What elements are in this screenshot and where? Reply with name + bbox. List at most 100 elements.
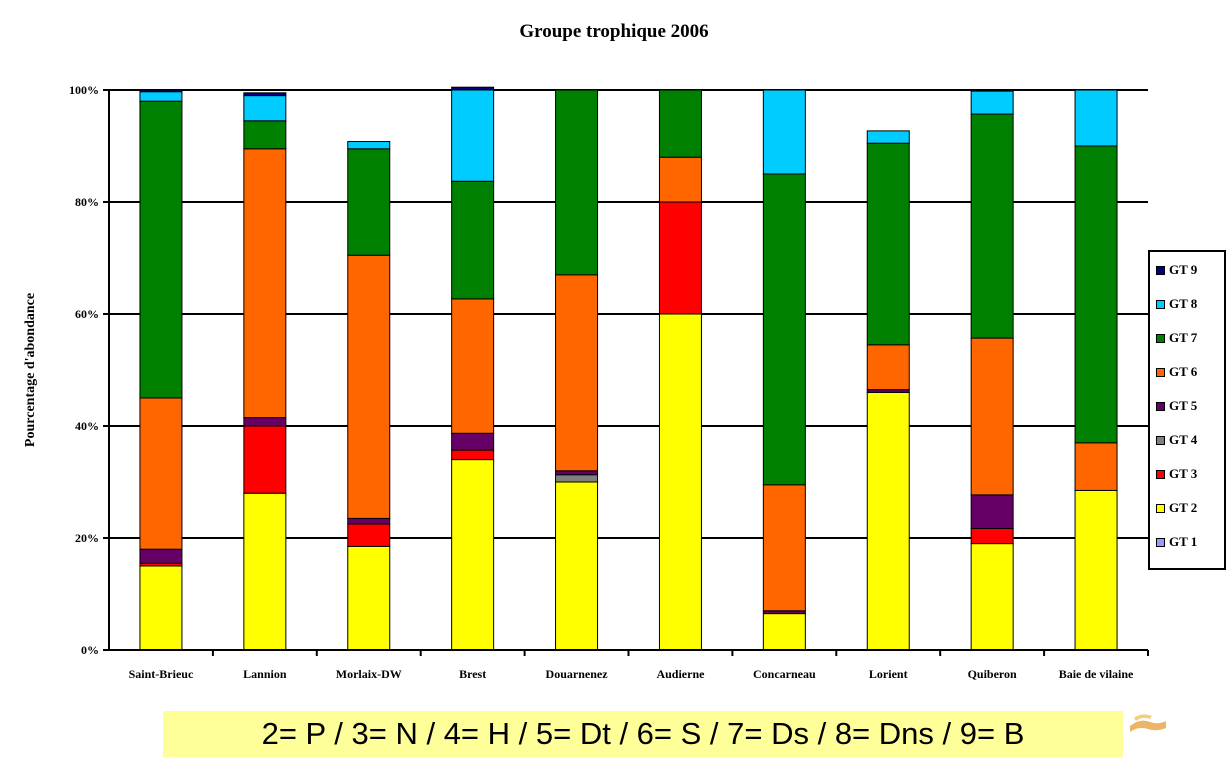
y-tick-label: 40%	[75, 419, 99, 433]
bar-segment	[970, 494, 1014, 529]
legend-label: GT 9	[1169, 262, 1198, 277]
bar-segment	[451, 459, 495, 651]
bar-segment	[243, 95, 287, 122]
legend-item: GT 8	[1156, 294, 1197, 314]
stacked-bar	[762, 89, 806, 651]
bar-segment	[970, 90, 1014, 115]
bar-segment	[139, 100, 183, 399]
bar-segment	[243, 425, 287, 494]
bar-segment	[866, 130, 910, 144]
x-tick-label: Saint-Brieuc	[129, 667, 194, 681]
legend-swatch	[1156, 299, 1165, 309]
y-tick-label: 80%	[75, 195, 99, 209]
legend-item: GT 3	[1156, 464, 1197, 484]
bar-segment	[555, 89, 599, 276]
bar-segment	[1074, 442, 1118, 491]
legend-label: GT 3	[1169, 466, 1198, 481]
bar-segment	[970, 543, 1014, 651]
legend-label: GT 1	[1169, 534, 1198, 549]
bar-segment	[451, 86, 495, 91]
bars	[139, 86, 1118, 651]
x-tick-label: Audierne	[656, 667, 705, 681]
x-tick-label: Douarnenez	[546, 667, 609, 681]
bar-segment	[866, 344, 910, 391]
legend-item: GT 2	[1156, 498, 1197, 518]
legend-label: GT 4	[1169, 432, 1198, 447]
y-tick-label: 100%	[69, 83, 99, 97]
legend-item: GT 9	[1156, 260, 1197, 280]
stacked-bar	[139, 89, 183, 651]
legend-caption: 2= P / 3= N / 4= H / 5= Dt / 6= S / 7= D…	[163, 711, 1123, 757]
bar-segment	[762, 173, 806, 486]
x-tick-label: Morlaix-DW	[336, 667, 402, 681]
bar-segment	[347, 545, 391, 651]
legend-label: GT 2	[1169, 500, 1198, 515]
bar-segment	[658, 313, 702, 651]
x-tick-label: Lorient	[869, 667, 908, 681]
bar-segment	[243, 120, 287, 150]
bar-segment	[243, 148, 287, 419]
bar-segment	[866, 142, 910, 346]
x-tick-label: Lannion	[243, 667, 287, 681]
y-tick-label: 0%	[81, 643, 99, 657]
chart-legend: GT 9 GT 8 GT 7 GT 6 GT 5 GT 4 GT 3 GT 2 GT 1	[1148, 250, 1226, 570]
bar-segment	[866, 391, 910, 651]
legend-swatch	[1156, 469, 1165, 479]
legend-label: GT 6	[1169, 364, 1198, 379]
y-tick-label: 20%	[75, 531, 99, 545]
bar-segment	[347, 148, 391, 256]
x-tick-labels: Saint-Brieuc Lannion Morlaix-DW Brest Douarn…	[129, 667, 1134, 681]
bar-segment	[139, 548, 183, 564]
legend-item: GT 7	[1156, 328, 1197, 348]
x-tick-label: Quiberon	[968, 667, 1017, 681]
bar-segment	[451, 432, 495, 451]
bar-segment	[970, 527, 1014, 545]
bar-segment	[762, 613, 806, 651]
bar-segment	[555, 274, 599, 472]
stacked-bar	[658, 89, 702, 651]
legend-item: GT 5	[1156, 396, 1197, 416]
decorative-logo	[1130, 714, 1166, 732]
bar-segment	[243, 492, 287, 651]
stacked-bar	[451, 86, 495, 651]
stacked-bar	[970, 90, 1014, 651]
legend-caption-text: 2= P / 3= N / 4= H / 5= Dt / 6= S / 7= D…	[261, 716, 1025, 751]
chart-title: Groupe trophique 2006	[519, 21, 708, 42]
legend-swatch	[1156, 265, 1165, 275]
bar-segment	[970, 113, 1014, 339]
legend-swatch	[1156, 537, 1165, 547]
bar-segment	[555, 470, 599, 476]
y-tick-label: 60%	[75, 307, 99, 321]
stacked-bar	[347, 141, 391, 651]
x-tick-label: Concarneau	[753, 667, 816, 681]
bar-segment	[139, 397, 183, 550]
axes	[108, 90, 1149, 656]
bar-segment	[451, 89, 495, 182]
bar-segment	[1074, 145, 1118, 444]
bar-segment	[1074, 489, 1118, 651]
bar-segment	[347, 254, 391, 519]
y-axis-label: Pourcentage d'abondance	[23, 293, 38, 447]
bar-segment	[762, 484, 806, 612]
stacked-bar	[555, 89, 599, 651]
x-tick-label: Baie de vilaine	[1059, 667, 1134, 681]
bar-segment	[243, 92, 287, 97]
legend-swatch	[1156, 435, 1165, 445]
bar-segment	[139, 565, 183, 651]
bar-segment	[347, 523, 391, 547]
stacked-bar	[1074, 89, 1118, 651]
legend-swatch	[1156, 333, 1165, 343]
bar-segment	[762, 89, 806, 175]
legend-item: GT 1	[1156, 532, 1197, 552]
y-tick-labels: 0% 20% 40% 60% 80% 100%	[69, 83, 99, 657]
legend-label: GT 8	[1169, 296, 1198, 311]
bar-segment	[347, 141, 391, 150]
bar-segment	[970, 337, 1014, 496]
legend-swatch	[1156, 401, 1165, 411]
bar-segment	[451, 180, 495, 300]
bar-segment	[658, 201, 702, 315]
bar-segment	[1074, 89, 1118, 147]
legend-item: GT 6	[1156, 362, 1197, 382]
